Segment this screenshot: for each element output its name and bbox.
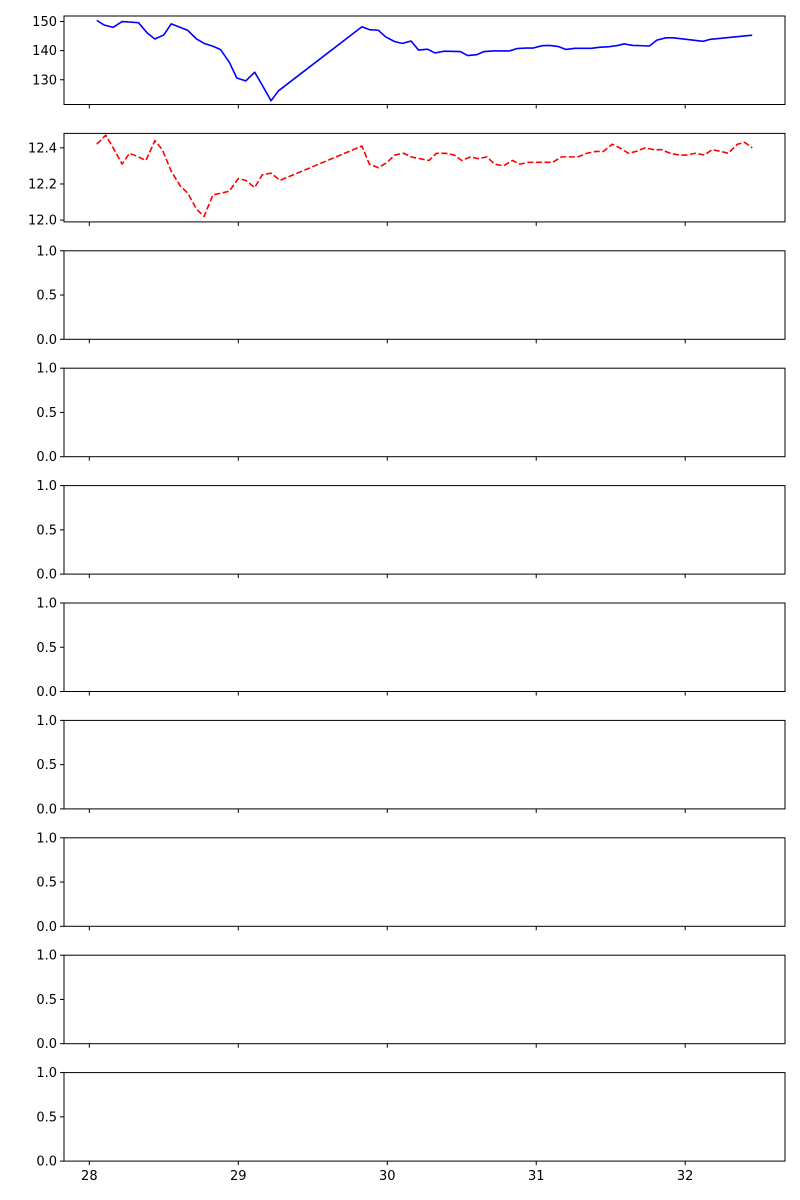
y-tick-label: 1.0 [36,479,57,494]
y-tick-label: 140 [32,44,57,59]
subplot-5: 0.0 0.5 1.0 [36,479,786,583]
axes-frame [63,250,786,340]
y-tick-label: 0.0 [36,568,57,583]
x-tick-label: 28 [81,1169,98,1184]
y-tick-label: 1.0 [36,831,57,846]
axes-frame [63,954,786,1045]
y-tick-label: 0.5 [36,758,57,773]
y-tick-label: 0.0 [36,1155,57,1170]
subplot-4: 0.0 0.5 1.0 [36,362,786,465]
y-tick-label: 1.0 [36,714,57,729]
subplot-2: 12.0 12.2 12.4 [28,132,786,229]
y-tick-label: 0.5 [36,1110,57,1125]
x-tick-label: 29 [230,1169,247,1184]
y-tick-label: 0.0 [36,685,57,700]
axes-frame [63,602,786,692]
y-tick-label: 1.0 [36,244,57,259]
y-tick-label: 0.0 [36,802,57,817]
subplot-7: 0.0 0.5 1.0 [36,714,786,817]
subplot-1: 130 140 150 [32,15,786,109]
x-tick-label: 31 [528,1169,545,1184]
x-tick-label: 32 [677,1169,694,1184]
y-tick-label: 0.0 [36,450,57,465]
y-tick-label: 12.2 [28,177,57,192]
x-tick-label: 30 [379,1169,396,1184]
series-line-1-1 [96,19,753,102]
y-tick-label: 12.0 [28,214,57,229]
y-tick-label: 130 [32,73,57,88]
subplot-9: 0.0 0.5 1.0 [36,949,786,1052]
y-tick-label: 0.5 [36,406,57,421]
y-tick-label: 1.0 [36,362,57,377]
y-tick-label: 1.0 [36,597,57,612]
y-tick-label: 0.5 [36,289,57,304]
y-tick-label: 0.0 [36,1037,57,1052]
y-tick-label: 0.0 [36,333,57,348]
series-line-2-1 [96,134,753,218]
y-tick-label: 12.4 [28,141,57,156]
y-tick-label: 0.5 [36,993,57,1008]
axes-frame [63,15,786,105]
subplot-3: 0.0 0.5 1.0 [36,244,786,348]
axes-frame [63,367,786,458]
subplot-6: 0.0 0.5 1.0 [36,597,786,700]
axes-frame [63,485,786,575]
y-tick-label: 150 [32,15,57,30]
axes-frame [63,132,786,223]
y-tick-label: 1.0 [36,1066,57,1081]
y-tick-label: 1.0 [36,949,57,964]
axes-frame [63,719,786,810]
subplot-8: 0.0 0.5 1.0 [36,831,786,935]
axes-frame [63,837,786,927]
subplot-10: 0.0 0.5 1.0 28 29 30 31 32 [36,1066,786,1184]
y-tick-label: 0.5 [36,523,57,538]
y-tick-label: 0.5 [36,876,57,891]
y-tick-label: 0.0 [36,920,57,935]
y-tick-label: 0.5 [36,641,57,656]
axes-frame [63,1072,786,1162]
